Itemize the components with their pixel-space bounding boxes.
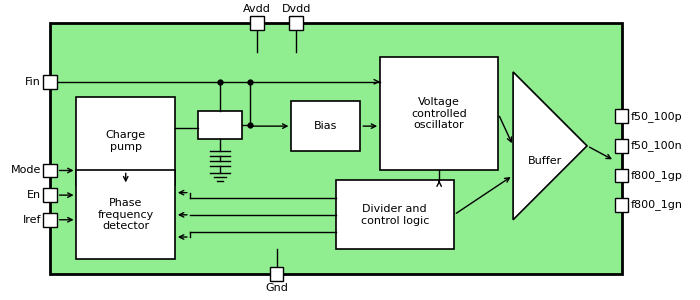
Text: Voltage
controlled
oscillator: Voltage controlled oscillator bbox=[412, 97, 467, 130]
Text: f800_1gn: f800_1gn bbox=[631, 200, 682, 210]
Bar bbox=[615, 110, 629, 123]
Bar bbox=[380, 57, 498, 170]
Text: Fin: Fin bbox=[25, 77, 41, 87]
Text: En: En bbox=[27, 190, 41, 200]
Text: Iref: Iref bbox=[22, 215, 41, 225]
Text: Phase
frequency
detector: Phase frequency detector bbox=[97, 198, 154, 231]
Bar bbox=[336, 180, 454, 249]
Bar bbox=[50, 22, 622, 274]
Text: Buffer: Buffer bbox=[528, 156, 562, 166]
Text: f800_1gp: f800_1gp bbox=[631, 170, 682, 181]
Bar bbox=[43, 213, 57, 227]
Text: f50_100p: f50_100p bbox=[631, 111, 682, 122]
Bar bbox=[291, 101, 360, 151]
Text: Charge
pump: Charge pump bbox=[106, 130, 146, 152]
Bar bbox=[43, 188, 57, 202]
Bar bbox=[615, 169, 629, 182]
Text: Dvdd: Dvdd bbox=[281, 4, 311, 14]
Bar bbox=[615, 139, 629, 153]
Polygon shape bbox=[513, 72, 587, 220]
Bar bbox=[289, 16, 303, 29]
Text: Avdd: Avdd bbox=[243, 4, 271, 14]
Text: Gnd: Gnd bbox=[265, 283, 288, 293]
Bar bbox=[250, 16, 264, 29]
Bar bbox=[270, 267, 284, 281]
Text: Divider and
control logic: Divider and control logic bbox=[360, 204, 429, 226]
Bar bbox=[43, 75, 57, 89]
Text: Bias: Bias bbox=[314, 121, 337, 131]
Bar bbox=[43, 164, 57, 177]
Text: Mode: Mode bbox=[10, 166, 41, 176]
Bar bbox=[76, 170, 175, 259]
Bar bbox=[615, 198, 629, 212]
Bar bbox=[197, 111, 242, 139]
Bar bbox=[76, 97, 175, 185]
Text: f50_100n: f50_100n bbox=[631, 140, 682, 151]
